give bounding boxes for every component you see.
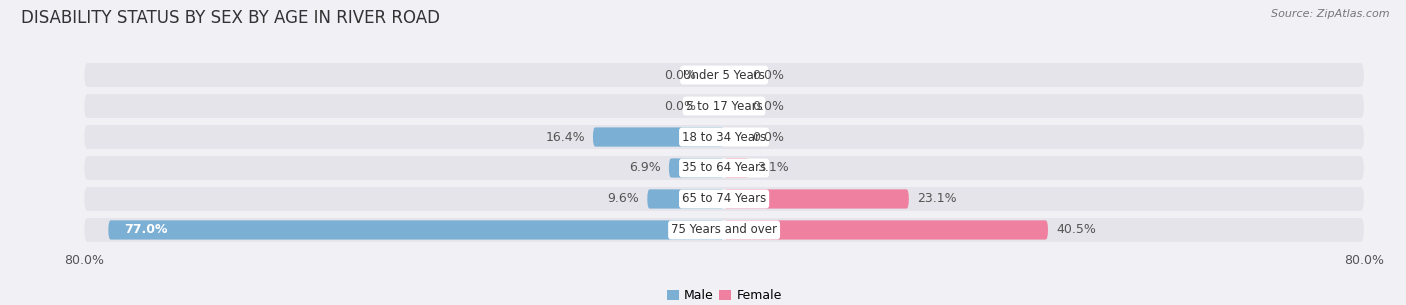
- Text: 5 to 17 Years: 5 to 17 Years: [686, 99, 762, 113]
- Text: 35 to 64 Years: 35 to 64 Years: [682, 161, 766, 174]
- Text: 18 to 34 Years: 18 to 34 Years: [682, 131, 766, 144]
- Text: Under 5 Years: Under 5 Years: [683, 69, 765, 81]
- Text: 40.5%: 40.5%: [1056, 224, 1095, 236]
- FancyBboxPatch shape: [84, 156, 1364, 180]
- Text: 23.1%: 23.1%: [917, 192, 956, 206]
- Text: DISABILITY STATUS BY SEX BY AGE IN RIVER ROAD: DISABILITY STATUS BY SEX BY AGE IN RIVER…: [21, 9, 440, 27]
- Text: 3.1%: 3.1%: [756, 161, 789, 174]
- FancyBboxPatch shape: [647, 189, 724, 209]
- FancyBboxPatch shape: [84, 125, 1364, 149]
- Text: 16.4%: 16.4%: [546, 131, 585, 144]
- Text: 0.0%: 0.0%: [752, 99, 785, 113]
- FancyBboxPatch shape: [84, 218, 1364, 242]
- Text: 9.6%: 9.6%: [607, 192, 640, 206]
- Text: 0.0%: 0.0%: [664, 69, 696, 81]
- FancyBboxPatch shape: [84, 187, 1364, 211]
- Text: 0.0%: 0.0%: [752, 69, 785, 81]
- Text: 6.9%: 6.9%: [628, 161, 661, 174]
- Legend: Male, Female: Male, Female: [666, 289, 782, 303]
- Text: 77.0%: 77.0%: [124, 224, 167, 236]
- Text: 75 Years and over: 75 Years and over: [671, 224, 778, 236]
- Text: 0.0%: 0.0%: [752, 131, 785, 144]
- Text: 0.0%: 0.0%: [664, 99, 696, 113]
- FancyBboxPatch shape: [724, 189, 908, 209]
- Text: 65 to 74 Years: 65 to 74 Years: [682, 192, 766, 206]
- FancyBboxPatch shape: [724, 158, 749, 178]
- Text: Source: ZipAtlas.com: Source: ZipAtlas.com: [1271, 9, 1389, 19]
- FancyBboxPatch shape: [724, 220, 1047, 239]
- FancyBboxPatch shape: [669, 158, 724, 178]
- FancyBboxPatch shape: [84, 63, 1364, 87]
- FancyBboxPatch shape: [108, 220, 724, 239]
- FancyBboxPatch shape: [593, 127, 724, 147]
- FancyBboxPatch shape: [84, 94, 1364, 118]
